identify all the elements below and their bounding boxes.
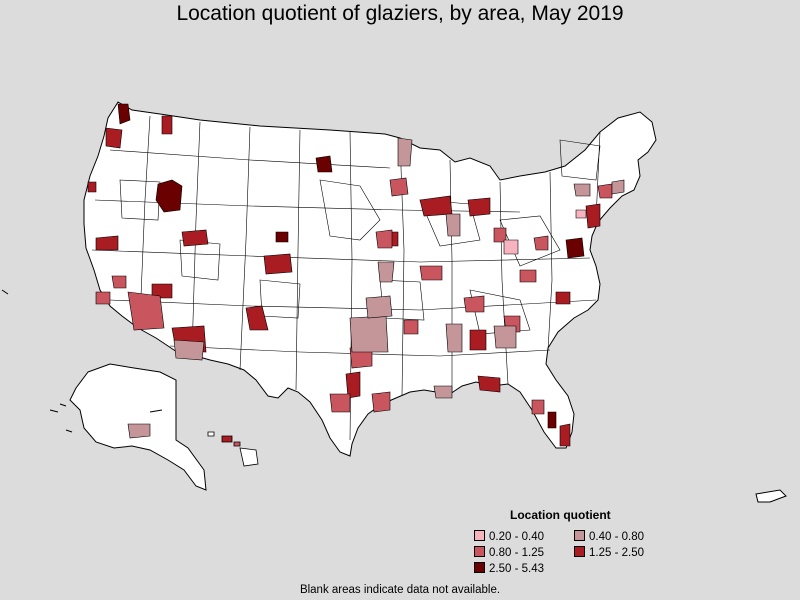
legend-label: 0.80 - 1.25 (489, 547, 544, 559)
legend-label: 1.25 - 2.50 (589, 547, 644, 559)
legend-item: 0.80 - 1.25 (474, 546, 544, 559)
puerto-rico (755, 489, 787, 503)
edge-mark (1, 289, 9, 295)
legend-label: 0.20 - 0.40 (489, 531, 544, 543)
legend-swatch (474, 530, 485, 541)
legend-label: 2.50 - 5.43 (489, 563, 544, 575)
legend-title: Location quotient (510, 508, 611, 522)
legend-item: 0.20 - 0.40 (474, 530, 544, 543)
legend-label: 0.40 - 0.80 (589, 531, 644, 543)
legend-swatch (574, 530, 585, 541)
legend-swatch (474, 546, 485, 557)
legend-swatch (474, 562, 485, 573)
map-title: Location quotient of glaziers, by area, … (176, 2, 624, 25)
legend-item: 0.40 - 0.80 (574, 530, 644, 543)
footnote: Blank areas indicate data not available. (299, 584, 501, 596)
alaska-shaded-area (127, 423, 151, 439)
alaska-islands (49, 403, 163, 433)
legend-swatch (574, 546, 585, 557)
shaded-areas (87, 103, 625, 447)
map-legend: Location quotient 0.20 - 0.40 0.40 - 0.8… (470, 506, 670, 576)
hawaii (207, 431, 259, 467)
legend-item: 2.50 - 5.43 (474, 562, 544, 575)
legend-item: 1.25 - 2.50 (574, 546, 644, 559)
